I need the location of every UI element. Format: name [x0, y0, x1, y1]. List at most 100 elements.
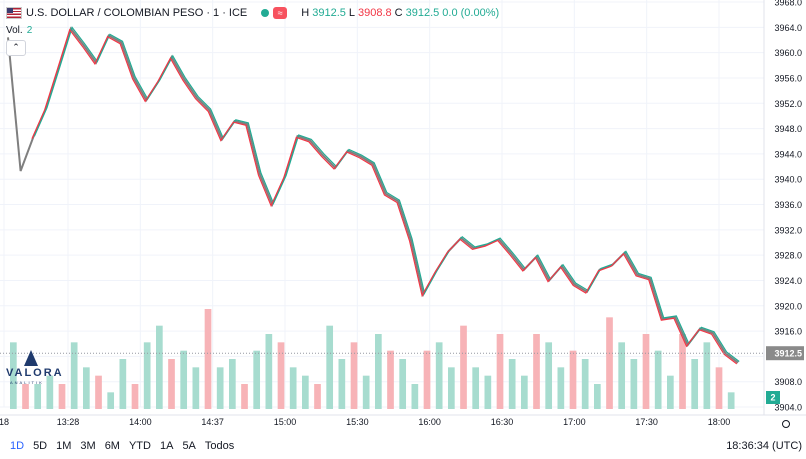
- volume-bar: [691, 359, 699, 409]
- volume-bar: [265, 334, 273, 409]
- volume-bar: [46, 375, 54, 409]
- period-6m[interactable]: 6M: [104, 440, 120, 452]
- volume-value: 2: [26, 25, 33, 36]
- price-tick-label: 3932.0: [774, 225, 802, 235]
- volume-bar: [350, 342, 358, 409]
- price-tick-label: 3968.0: [774, 0, 802, 8]
- high-value: 3912.5: [312, 7, 346, 19]
- volume-bar: [289, 367, 297, 409]
- logo-mark-icon: [24, 350, 38, 366]
- volume-bar: [156, 325, 163, 409]
- price-tick-label: 3920.0: [774, 301, 802, 311]
- volume-bar: [326, 325, 334, 409]
- volume-bar: [533, 334, 540, 409]
- change-value: 0.0 (0.00%): [442, 7, 500, 19]
- volume-bar: [727, 392, 735, 409]
- volume-bars: [10, 309, 735, 409]
- volume-bar: [83, 367, 90, 409]
- volume-bar: [594, 384, 601, 409]
- time-tick-label: 15:00: [274, 417, 297, 427]
- volume-bar: [496, 334, 504, 409]
- volume-bar: [119, 359, 127, 409]
- volume-bar: [375, 334, 382, 409]
- volume-tag: 2: [770, 393, 775, 403]
- chevron-up-icon: ⌃: [12, 42, 20, 52]
- volume-bar: [557, 367, 565, 409]
- volume-bar: [472, 367, 480, 409]
- price-tick-label: 3928.0: [774, 251, 802, 261]
- volume-bar: [606, 317, 613, 409]
- volume-bar: [10, 342, 17, 409]
- volume-bar: [192, 367, 200, 409]
- approx-icon[interactable]: ≈: [273, 7, 288, 19]
- volume-bar: [715, 367, 723, 409]
- period-1d[interactable]: 1D: [10, 440, 25, 452]
- ohlc-values: H 3912.5 L 3908.8 C 3912.5 0.0 (0.00%): [301, 7, 499, 19]
- volume-bar: [460, 325, 467, 409]
- volume-bar: [642, 334, 650, 409]
- time-tick-label: 17:00: [563, 417, 586, 427]
- collapse-legend-button[interactable]: ⌃: [6, 40, 26, 56]
- time-tick-label: 14:00: [129, 417, 152, 427]
- valora-logo: VALORA ANALITIK: [6, 350, 64, 385]
- volume-bar: [508, 359, 516, 409]
- volume-bar: [34, 384, 42, 409]
- volume-bar: [545, 342, 553, 409]
- us-flag-icon: [6, 7, 22, 19]
- volume-label: Vol.: [6, 25, 23, 36]
- period-1m[interactable]: 1M: [56, 440, 72, 452]
- period-1a[interactable]: 1A: [159, 440, 174, 452]
- period-ytd[interactable]: YTD: [128, 440, 151, 452]
- volume-bar: [70, 342, 78, 409]
- period-3m[interactable]: 3M: [80, 440, 96, 452]
- close-value: 3912.5: [405, 7, 440, 19]
- utc-clock[interactable]: 18:36:34 (UTC): [726, 440, 802, 452]
- high-label: H: [301, 7, 310, 19]
- axis-labels: 3912.5 2: [766, 346, 804, 428]
- volume-bar: [22, 384, 29, 409]
- volume-bar: [253, 350, 261, 409]
- volume-bar: [241, 384, 248, 409]
- symbol-title[interactable]: U.S. DOLLAR / COLOMBIAN PESO · 1 · ICE: [26, 7, 248, 19]
- time-tick-label: 15:30: [346, 417, 369, 427]
- time-axis[interactable]: 18 13:28 14:00 14:37 15:00 15:30 16:00 16:30 17:…: [0, 417, 730, 427]
- volume-bar: [521, 375, 528, 409]
- volume-bar: [168, 359, 175, 409]
- volume-bar: [131, 384, 139, 409]
- price-tick-label: 3908.0: [774, 377, 802, 387]
- price-tick-label: 3940.0: [774, 175, 802, 185]
- logo-name: VALORA: [6, 367, 64, 379]
- time-tick-label: 16:00: [418, 417, 441, 427]
- period-selector: 1D 5D 1M 3M 6M YTD 1A 5A Todos: [10, 440, 234, 452]
- time-tick-label: 16:30: [491, 417, 514, 427]
- last-price-tag-bg: [766, 346, 804, 361]
- volume-bar: [302, 375, 309, 409]
- volume-bar: [229, 359, 236, 409]
- price-tick-label: 3916.0: [774, 327, 802, 337]
- volume-bar: [143, 342, 151, 409]
- settings-gear-icon[interactable]: [782, 420, 790, 428]
- volume-bar: [630, 359, 638, 409]
- volume-legend: Vol. 2: [6, 25, 32, 36]
- volume-bar: [569, 350, 577, 409]
- volume-bar: [703, 342, 711, 409]
- period-todos[interactable]: Todos: [204, 440, 235, 452]
- period-5a[interactable]: 5A: [182, 440, 196, 452]
- logo-subtitle: ANALITIK: [10, 380, 44, 385]
- volume-bar: [58, 384, 66, 409]
- price-tick-label: 3956.0: [774, 73, 802, 83]
- market-status-dot[interactable]: [261, 9, 270, 17]
- volume-bar: [448, 367, 455, 409]
- volume-bar: [95, 375, 102, 409]
- close-label: C: [394, 7, 403, 19]
- period-5d[interactable]: 5D: [33, 440, 48, 452]
- low-label: L: [348, 7, 356, 19]
- price-tick-label: 3936.0: [774, 200, 802, 210]
- volume-bar: [618, 342, 626, 409]
- time-tick-label: 13:28: [57, 417, 80, 427]
- last-price-tag: 3912.5: [774, 349, 802, 359]
- price-tick-label: 3948.0: [774, 124, 802, 134]
- low-value: 3908.8: [358, 7, 392, 19]
- price-tick-label: 3904.0: [774, 403, 802, 413]
